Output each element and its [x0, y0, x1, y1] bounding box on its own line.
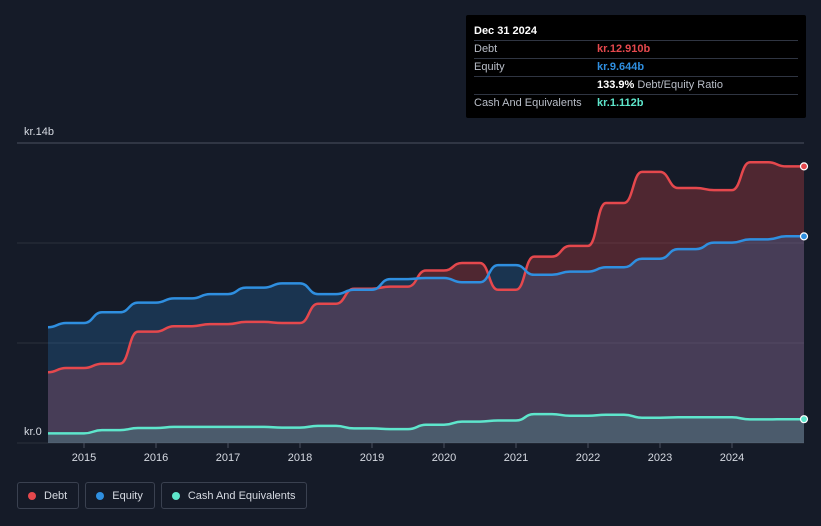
tooltip-cash-value: kr.1.112b	[597, 97, 644, 109]
tooltip-ratio-value: 133.9%	[597, 79, 635, 91]
legend-item-debt[interactable]: Debt	[17, 482, 80, 509]
legend-item-equity[interactable]: Equity	[85, 482, 155, 509]
tooltip-cash-label: Cash And Equivalents	[474, 97, 582, 109]
equity-line	[47, 235, 804, 329]
tooltip-ratio-wrap: 133.9% Debt/Equity Ratio	[597, 77, 723, 94]
legend-dot-cash	[171, 491, 180, 500]
x-axis-ticks: 2015 2016 2017 2018 2019 2020 2021 2022 2023 2024	[72, 443, 744, 464]
x-tick-label: 2016	[144, 452, 168, 464]
x-tick-label: 2020	[432, 452, 456, 464]
legend-item-cash[interactable]: Cash And Equivalents	[160, 482, 308, 509]
chart-legend: Debt Equity Cash And Equivalents	[17, 482, 308, 509]
legend-label-debt: Debt	[44, 489, 68, 502]
debt-area	[48, 162, 804, 444]
cash-and-equivalents-area	[48, 414, 804, 443]
x-tick-label: 2024	[720, 452, 744, 464]
tooltip-equity-value: kr.9.644b	[597, 61, 645, 73]
equity-end-marker	[799, 232, 809, 241]
x-tick-label: 2019	[360, 452, 384, 464]
chart-lines	[47, 161, 805, 435]
tooltip-row-debt: Debt kr.12.910b	[474, 40, 798, 58]
cash-and-equivalents-line	[48, 412, 805, 435]
cash-and-equivalents-end-marker	[799, 415, 809, 424]
tooltip-date: Dec 31 2024	[474, 25, 537, 37]
tooltip-row-equity: Equity kr.9.644b	[474, 58, 798, 76]
x-tick-label: 2022	[576, 452, 600, 464]
debt-line	[47, 161, 804, 374]
x-tick-label: 2015	[72, 452, 96, 464]
tooltip-ratio-label	[474, 77, 597, 94]
tooltip-ratio-suffix: Debt/Equity Ratio	[637, 79, 723, 91]
x-tick-label: 2021	[504, 452, 528, 464]
hover-tooltip: Dec 31 2024 Debt kr.12.910b Equity kr.9.…	[466, 15, 806, 118]
tooltip-debt-value: kr.12.910b	[597, 43, 651, 55]
equity-area	[48, 236, 804, 443]
debt-end-marker	[799, 162, 809, 171]
x-tick-label: 2017	[216, 452, 240, 464]
x-tick-label: 2023	[648, 452, 672, 464]
y-axis-min-label: kr.0	[24, 426, 42, 438]
legend-label-equity: Equity	[112, 489, 143, 502]
tooltip-row-cash: Cash And Equivalents kr.1.112b	[474, 94, 798, 112]
tooltip-equity-label: Equity	[474, 61, 505, 73]
tooltip-debt-label: Debt	[474, 43, 498, 55]
chart-gridlines	[17, 142, 804, 444]
tooltip-row-ratio: 133.9% Debt/Equity Ratio	[474, 76, 798, 94]
legend-label-cash: Cash And Equivalents	[187, 489, 296, 502]
legend-dot-equity	[96, 491, 105, 500]
x-tick-label: 2018	[288, 452, 312, 464]
chart-areas	[48, 162, 804, 444]
chart-end-markers	[799, 162, 809, 424]
y-axis-max-label: kr.14b	[24, 126, 54, 138]
legend-dot-debt	[28, 491, 36, 500]
